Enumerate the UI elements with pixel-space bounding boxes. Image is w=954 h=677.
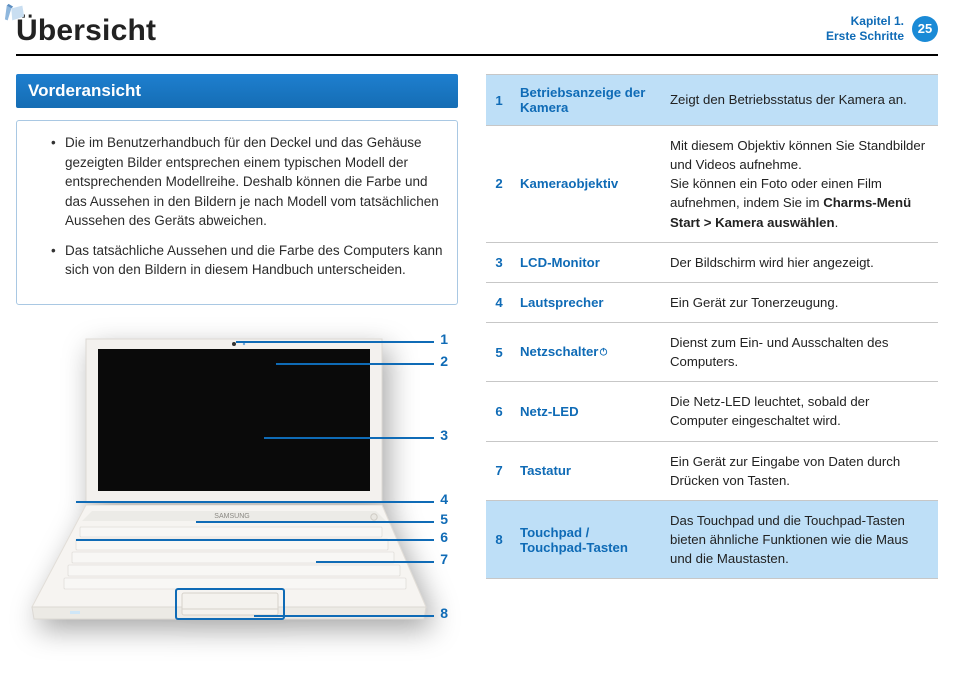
table-row: 2KameraobjektivMit diesem Objektiv könne…	[486, 126, 938, 243]
part-description: Das Touchpad und die Touchpad-Tasten bie…	[662, 500, 938, 578]
part-number: 4	[486, 282, 512, 322]
callout-line-7: 7	[316, 561, 434, 563]
callout-number: 7	[440, 551, 448, 567]
part-description: Ein Gerät zur Eingabe von Daten durch Dr…	[662, 441, 938, 500]
part-number: 3	[486, 242, 512, 282]
power-icon	[598, 345, 609, 360]
part-description: Der Bildschirm wird hier angezeigt.	[662, 242, 938, 282]
parts-table: 1Betriebsanzeige der KameraZeigt den Bet…	[486, 74, 938, 579]
part-number: 1	[486, 75, 512, 126]
table-row: 3LCD-MonitorDer Bildschirm wird hier ang…	[486, 242, 938, 282]
part-name: Netzschalter	[512, 322, 662, 381]
page-number-badge: 25	[912, 16, 938, 42]
callout-line-3: 3	[264, 437, 434, 439]
callout-number: 4	[440, 491, 448, 507]
callout-number: 2	[440, 353, 448, 369]
note-bullet-2: Das tatsächliche Aussehen und die Farbe …	[65, 241, 443, 280]
chapter-label: Kapitel 1. Erste Schritte 25	[826, 14, 938, 44]
note-box: Die im Benutzerhandbuch für den Deckel u…	[16, 120, 458, 305]
chapter-line1: Kapitel 1.	[826, 14, 904, 29]
part-name: LCD-Monitor	[512, 242, 662, 282]
laptop-illustration: SAMSUNG	[26, 335, 428, 627]
note-bullet-1: Die im Benutzerhandbuch für den Deckel u…	[65, 133, 443, 231]
part-description: Ein Gerät zur Tonerzeugung.	[662, 282, 938, 322]
part-description: Dienst zum Ein- und Ausschalten des Comp…	[662, 322, 938, 381]
table-row: 5Netzschalter Dienst zum Ein- und Aussch…	[486, 322, 938, 381]
part-name: Kameraobjektiv	[512, 126, 662, 243]
part-name: Lautsprecher	[512, 282, 662, 322]
table-row: 4LautsprecherEin Gerät zur Tonerzeugung.	[486, 282, 938, 322]
part-number: 6	[486, 382, 512, 441]
part-description: Zeigt den Betriebsstatus der Kamera an.	[662, 75, 938, 126]
table-row: 8Touchpad / Touchpad-TastenDas Touchpad …	[486, 500, 938, 578]
part-name: Touchpad / Touchpad-Tasten	[512, 500, 662, 578]
part-number: 7	[486, 441, 512, 500]
part-number: 5	[486, 322, 512, 381]
callout-line-5: 5	[196, 521, 434, 523]
callout-line-2: 2	[276, 363, 434, 365]
page-header: Übersicht Kapitel 1. Erste Schritte 25	[16, 14, 938, 56]
part-name: Tastatur	[512, 441, 662, 500]
chapter-line2: Erste Schritte	[826, 29, 904, 44]
callout-line-4: 4	[76, 501, 434, 503]
laptop-brand-text: SAMSUNG	[214, 513, 249, 520]
callout-line-8: 8	[254, 615, 434, 617]
part-name: Netz-LED	[512, 382, 662, 441]
front-view-diagram: SAMSUNG	[16, 321, 456, 645]
callout-number: 1	[440, 331, 448, 347]
callout-number: 8	[440, 605, 448, 621]
callout-number: 3	[440, 427, 448, 443]
table-row: 6Netz-LEDDie Netz-LED leuchtet, sobald d…	[486, 382, 938, 441]
part-description: Die Netz-LED leuchtet, sobald der Comput…	[662, 382, 938, 441]
part-name: Betriebsanzeige der Kamera	[512, 75, 662, 126]
section-heading-bar: Vorderansicht	[16, 74, 458, 108]
part-number: 2	[486, 126, 512, 243]
page-title: Übersicht	[16, 14, 156, 48]
callout-line-1: 1	[236, 341, 434, 343]
part-number: 8	[486, 500, 512, 578]
note-icon	[4, 2, 26, 24]
part-description: Mit diesem Objektiv können Sie Standbild…	[662, 126, 938, 243]
callout-number: 6	[440, 529, 448, 545]
table-row: 7TastaturEin Gerät zur Eingabe von Daten…	[486, 441, 938, 500]
table-row: 1Betriebsanzeige der KameraZeigt den Bet…	[486, 75, 938, 126]
callout-number: 5	[440, 511, 448, 527]
callout-line-6: 6	[76, 539, 434, 541]
